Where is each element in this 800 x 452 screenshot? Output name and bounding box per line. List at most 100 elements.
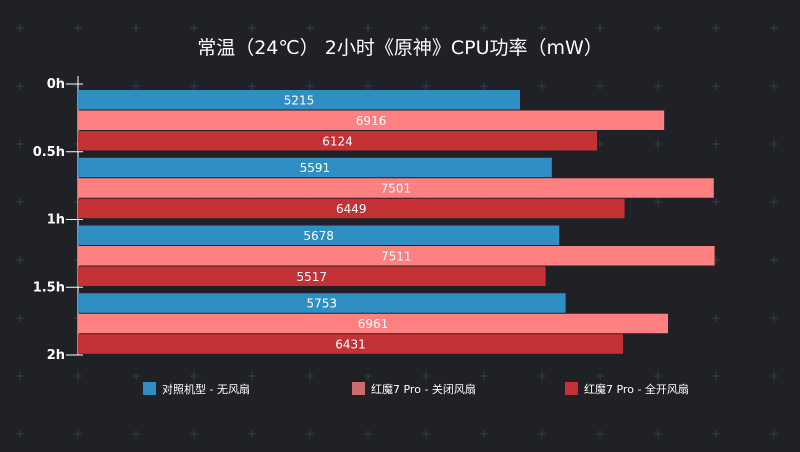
background-cross xyxy=(596,82,604,90)
background-cross xyxy=(480,82,488,90)
background-cross xyxy=(74,430,82,438)
background-cross xyxy=(74,372,82,380)
data-label: 5517 xyxy=(297,270,328,284)
y-tick-label: 1.5h xyxy=(33,280,65,295)
data-label: 6961 xyxy=(358,317,389,331)
background-cross xyxy=(248,372,256,380)
bar xyxy=(78,178,714,198)
background-cross xyxy=(422,24,430,32)
background-cross xyxy=(306,82,314,90)
background-cross xyxy=(248,430,256,438)
background-cross xyxy=(712,198,720,206)
legend-item: 对照机型 - 无风扇 xyxy=(143,382,250,396)
legend-swatch xyxy=(352,382,365,395)
data-label: 7501 xyxy=(381,182,412,196)
background-cross xyxy=(596,140,604,148)
background-cross xyxy=(538,82,546,90)
background-cross xyxy=(306,430,314,438)
background-cross xyxy=(712,314,720,322)
bar xyxy=(78,157,552,178)
background-cross xyxy=(712,430,720,438)
bar xyxy=(78,334,624,354)
background-cross xyxy=(596,24,604,32)
bar xyxy=(78,293,566,313)
background-cross xyxy=(712,82,720,90)
background-cross xyxy=(364,372,372,380)
bar xyxy=(78,313,668,334)
background-cross xyxy=(712,24,720,32)
background-cross xyxy=(770,314,778,322)
background-cross xyxy=(480,372,488,380)
legend: 对照机型 - 无风扇 红魔7 Pro - 关闭风扇 红魔7 Pro - 全开风扇 xyxy=(143,382,689,396)
background-cross xyxy=(654,140,662,148)
background-cross xyxy=(480,24,488,32)
background-cross xyxy=(16,140,24,148)
data-label: 6916 xyxy=(356,114,387,128)
data-label: 7511 xyxy=(381,249,412,263)
bar xyxy=(78,246,715,266)
background-cross xyxy=(422,82,430,90)
background-cross xyxy=(16,24,24,32)
y-tick-label: 0h xyxy=(47,77,65,92)
background-cross xyxy=(770,82,778,90)
data-label: 6449 xyxy=(336,202,367,216)
background-cross xyxy=(190,24,198,32)
legend-label: 红魔7 Pro - 关闭风扇 xyxy=(371,382,476,396)
background-cross xyxy=(654,82,662,90)
y-tick-label: 0.5h xyxy=(33,145,65,160)
background-cross xyxy=(538,24,546,32)
background-cross xyxy=(16,372,24,380)
background-cross xyxy=(654,430,662,438)
background-cross xyxy=(306,372,314,380)
background-cross xyxy=(132,430,140,438)
y-tick-label: 1h xyxy=(47,213,65,228)
legend-swatch xyxy=(565,382,578,395)
data-label: 5753 xyxy=(307,297,338,311)
data-label: 5215 xyxy=(284,93,315,107)
bar xyxy=(78,131,598,151)
data-label: 6124 xyxy=(322,134,353,148)
background-cross xyxy=(132,24,140,32)
background-cross xyxy=(364,430,372,438)
background-cross xyxy=(16,430,24,438)
background-cross xyxy=(538,372,546,380)
bar xyxy=(78,198,625,219)
background-cross xyxy=(770,24,778,32)
data-label: 5678 xyxy=(303,229,334,243)
background-cross xyxy=(712,372,720,380)
legend-label: 对照机型 - 无风扇 xyxy=(162,382,250,396)
background-cross xyxy=(190,82,198,90)
background-cross xyxy=(248,82,256,90)
background-cross xyxy=(480,430,488,438)
background-cross xyxy=(770,140,778,148)
background-cross xyxy=(654,372,662,380)
background-cross xyxy=(248,24,256,32)
background-cross xyxy=(74,24,82,32)
background-cross xyxy=(16,198,24,206)
background-cross xyxy=(654,24,662,32)
background-cross xyxy=(364,24,372,32)
chart-title: 常温（24℃） 2小时《原神》CPU功率（mW） xyxy=(197,37,603,59)
background-cross xyxy=(190,430,198,438)
background-cross xyxy=(190,372,198,380)
background-cross xyxy=(422,430,430,438)
background-cross xyxy=(770,198,778,206)
legend-swatch xyxy=(143,382,156,395)
background-cross xyxy=(16,256,24,264)
background-cross xyxy=(770,372,778,380)
y-tick-label: 2h xyxy=(47,348,65,363)
background-cross xyxy=(596,430,604,438)
background-cross xyxy=(596,372,604,380)
background-cross xyxy=(16,314,24,322)
legend-label: 红魔7 Pro - 全开风扇 xyxy=(584,382,689,396)
background-cross xyxy=(770,430,778,438)
background-cross xyxy=(422,372,430,380)
background-cross xyxy=(132,372,140,380)
background-cross xyxy=(16,82,24,90)
bar xyxy=(78,225,560,245)
background-cross xyxy=(306,24,314,32)
data-label: 5591 xyxy=(300,161,331,175)
